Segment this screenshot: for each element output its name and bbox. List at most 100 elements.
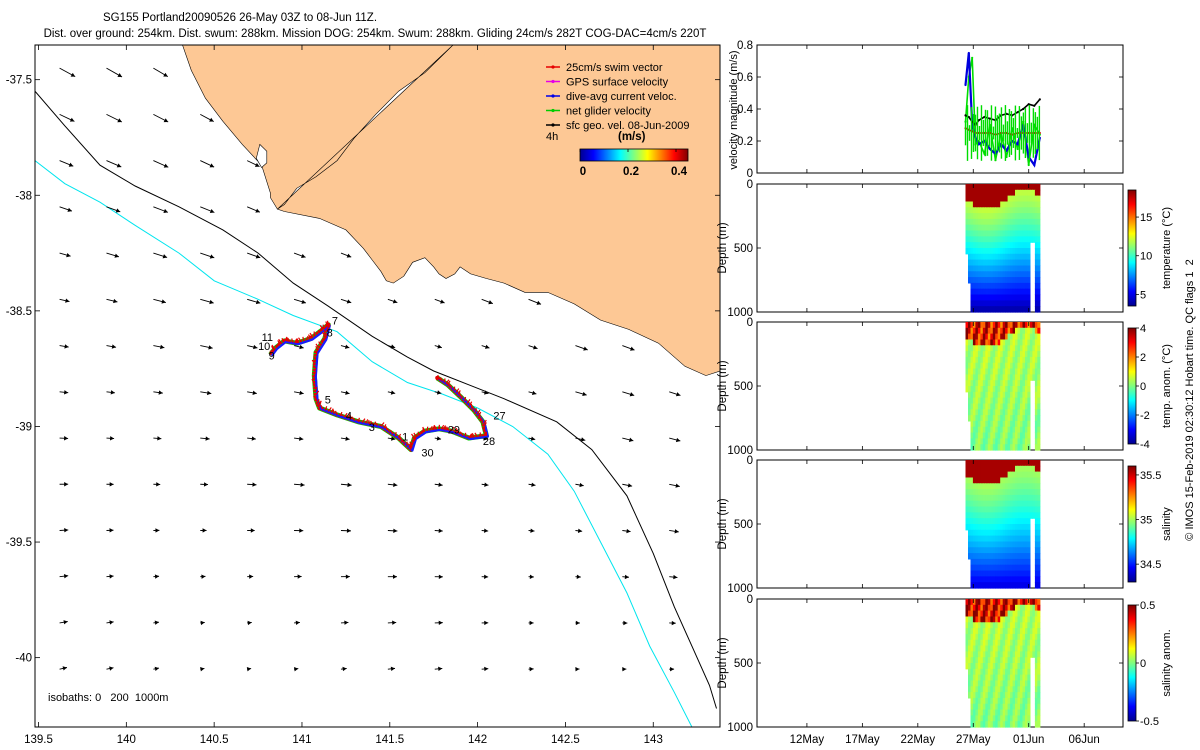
- colorbar-label: temperature (°C): [1161, 207, 1173, 289]
- map-y-tick-label: -37.5: [6, 75, 32, 87]
- waypoint-label: 4: [346, 411, 352, 423]
- swim-vector: [315, 348, 320, 353]
- legend-label: dive-avg current veloc.: [566, 91, 677, 103]
- swim-vector: [439, 377, 444, 382]
- colorbar-tick-label: 0.5: [1140, 600, 1155, 612]
- sfc-velocity-arrow: [528, 666, 534, 672]
- sfc-velocity-arrow: [200, 345, 213, 350]
- time-step-label: 4h: [546, 131, 558, 143]
- map-x-tick-label: 140.5: [200, 734, 229, 746]
- swim-vector: [370, 420, 374, 426]
- sfc-velocity-arrow: [247, 528, 255, 533]
- sfc-velocity-arrow: [669, 483, 680, 488]
- swim-vector: [399, 437, 404, 443]
- sfc-velocity-arrow: [434, 666, 443, 672]
- legend: 25cm/s swim vector GPS surface velocity di…: [546, 62, 690, 132]
- sfc-velocity-arrow: [434, 620, 443, 625]
- swim-vector: [412, 437, 417, 443]
- sfc-velocity-arrow: [294, 666, 299, 672]
- sfc-velocity-arrow: [106, 666, 114, 671]
- sfc-velocity-arrow: [59, 620, 68, 625]
- swim-vector: [468, 401, 473, 406]
- swim-vector: [311, 359, 316, 365]
- sfc-velocity-arrow: [434, 298, 445, 304]
- velocity-point: [964, 114, 967, 117]
- sfc-velocity-arrow: [106, 298, 118, 304]
- waypoint-label: 5: [325, 394, 331, 406]
- legend-entry: GPS surface velocity: [546, 77, 669, 89]
- velocity-y-tick-label: 0.2: [737, 136, 753, 148]
- sfc-velocity-arrow: [340, 344, 350, 349]
- sfc-velocity-arrow: [200, 436, 210, 441]
- swim-vector: [313, 355, 316, 361]
- speed-colorbar-tick-label: 0: [580, 166, 586, 178]
- swim-vector: [477, 411, 482, 417]
- colorbar-label: salinity: [1161, 507, 1173, 541]
- sfc-velocity-arrow: [59, 252, 71, 258]
- sfc-velocity-arrow: [528, 345, 538, 350]
- speed-colorbar-ticks: 0 0.2 0.4: [579, 149, 688, 178]
- sfc-velocity-arrow: [528, 482, 536, 487]
- swim-vector: [446, 426, 450, 432]
- swim-vector: [383, 424, 387, 429]
- section-frame: [756, 459, 1124, 589]
- map-x-tick-label: 141: [292, 734, 311, 746]
- swim-vector: [483, 422, 487, 427]
- sfc-velocity-arrow: [387, 482, 398, 488]
- sfc-velocity-arrow: [153, 574, 160, 579]
- sfc-velocity-arrow: [340, 482, 352, 488]
- velocity-point: [1016, 111, 1019, 114]
- sfc-velocity-arrow: [293, 252, 306, 259]
- sfc-velocity-arrow: [247, 206, 261, 213]
- sfc-velocity-arrow: [106, 252, 120, 258]
- waypoint-label: 7: [332, 316, 338, 328]
- section-panel-salinity: 0 500 1000 Depth (m) 34.5 35 35.5 salinity: [717, 455, 1173, 595]
- legend-entry: 25cm/s swim vector: [546, 62, 663, 74]
- depth-tick-label: 0: [747, 594, 753, 606]
- sfc-velocity-arrow: [622, 345, 635, 351]
- colorbar-tick-label: 0: [1140, 381, 1146, 393]
- section-colorbar: [1127, 327, 1137, 445]
- sfc-velocity-arrow: [106, 206, 121, 213]
- colorbar-tick-label: -0.5: [1140, 716, 1159, 728]
- depth-tick-label: 1000: [727, 722, 753, 734]
- sfc-velocity-arrow: [247, 620, 252, 626]
- sfc-velocity-arrow: [434, 482, 443, 487]
- swim-vector: [291, 338, 294, 343]
- sfc-velocity-arrow: [59, 666, 68, 671]
- swim-vector: [482, 429, 487, 434]
- swim-vector: [450, 426, 455, 432]
- section-frame: [756, 598, 1124, 728]
- waypoint-label: 27: [493, 411, 505, 423]
- depth-axis-label: Depth (m): [717, 498, 729, 549]
- velocity-point: [1016, 147, 1019, 151]
- velocity-point: [967, 51, 970, 55]
- sfc-velocity-arrow: [106, 528, 114, 533]
- swim-vector: [315, 343, 320, 349]
- velocity-point: [1016, 143, 1019, 146]
- time-axis: 12May 17May 22May 27May 01Jun 06Jun: [790, 734, 1100, 746]
- speed-colorbar-tick-label: 0.4: [671, 166, 688, 178]
- swim-vector: [323, 329, 327, 335]
- sfc-velocity-arrow: [575, 574, 581, 580]
- sfc-velocity-arrow: [622, 528, 631, 534]
- sfc-velocity-arrow: [293, 390, 304, 396]
- sfc-velocity-arrow: [59, 206, 73, 212]
- velocity-point: [964, 83, 967, 87]
- map-y-tick-label: -39: [15, 421, 32, 433]
- velocity-point: [1033, 104, 1036, 107]
- swim-vector: [281, 337, 284, 343]
- sfc-velocity-arrow: [575, 345, 588, 351]
- swim-vector: [411, 433, 415, 439]
- colorbar-tick-label: 35: [1140, 515, 1152, 527]
- depth-tick-label: 1000: [727, 307, 753, 319]
- sfc-velocity-arrow: [153, 344, 165, 350]
- time-tick-label: 12May: [790, 734, 825, 746]
- sfc-velocity-arrow: [200, 528, 207, 533]
- swim-vector: [271, 345, 275, 351]
- swim-vector: [389, 429, 394, 435]
- glider-track: [268, 320, 489, 453]
- section-frame: [756, 321, 1124, 451]
